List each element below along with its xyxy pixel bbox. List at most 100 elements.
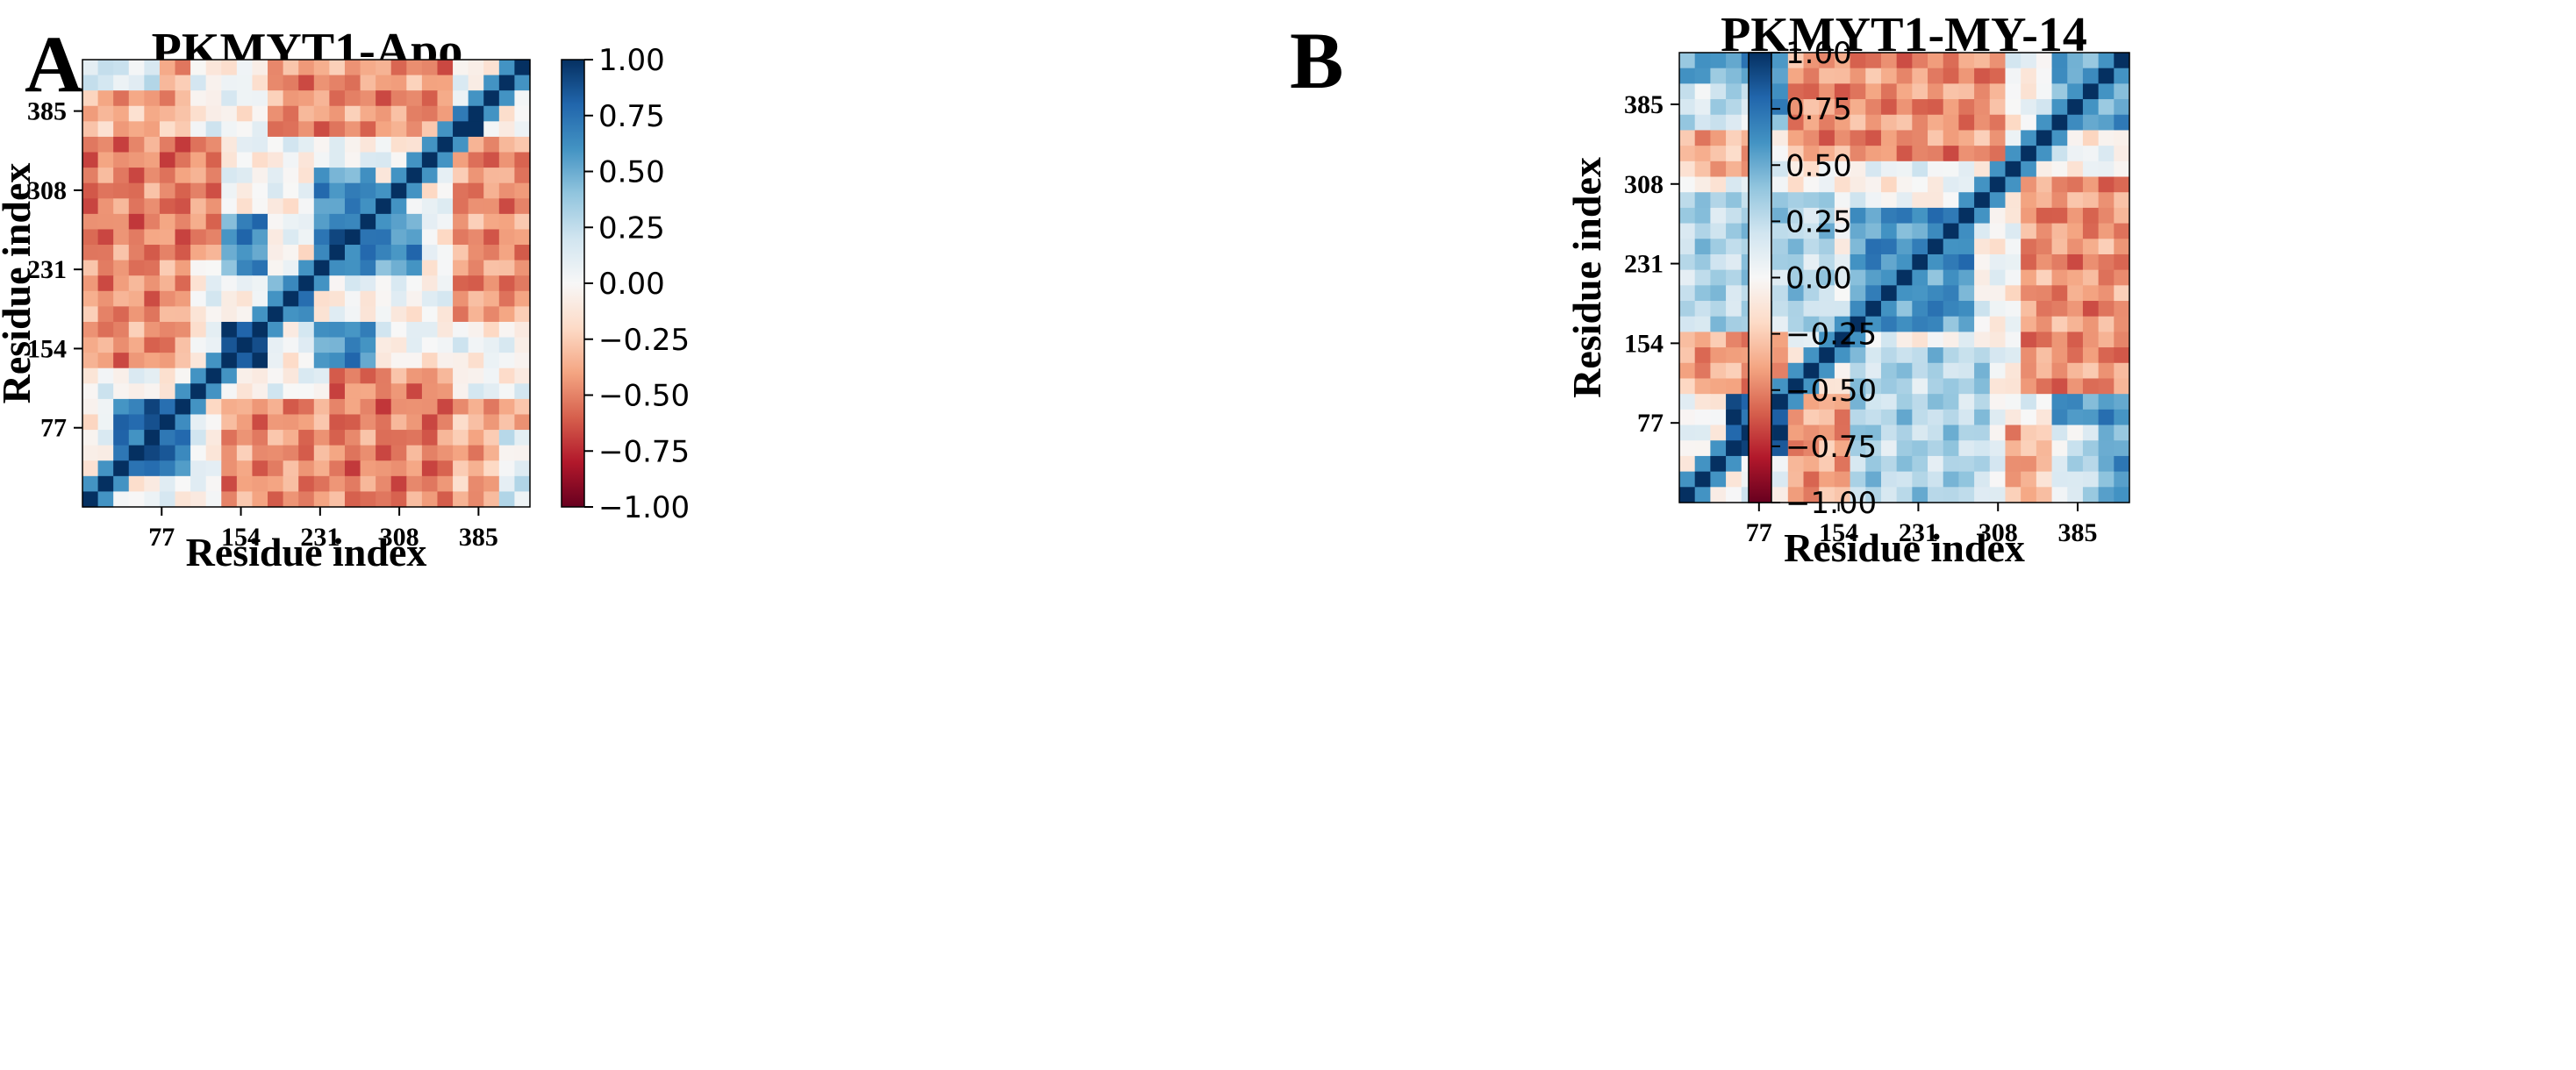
heatmap-cell xyxy=(159,182,176,199)
heatmap-cell xyxy=(298,491,315,508)
heatmap-cell xyxy=(406,290,423,307)
heatmap-cell xyxy=(82,90,99,107)
heatmap-cell xyxy=(283,353,299,369)
heatmap-cell xyxy=(1958,316,1975,333)
heatmap-cell xyxy=(2036,285,2053,302)
heatmap-cell xyxy=(514,460,531,477)
heatmap-cell xyxy=(483,90,500,107)
heatmap-cell xyxy=(1958,332,1975,348)
heatmap-cell xyxy=(313,275,330,292)
heatmap-cell xyxy=(498,445,516,461)
x-tick-label: 77 xyxy=(1746,518,1772,547)
heatmap-cell xyxy=(483,367,500,384)
heatmap-cell xyxy=(1928,455,1944,473)
heatmap-cell xyxy=(128,430,145,446)
heatmap-cell xyxy=(344,475,361,493)
heatmap-cell xyxy=(453,337,469,353)
heatmap-cell xyxy=(236,152,254,168)
heatmap-cell xyxy=(283,414,299,431)
heatmap-cell xyxy=(82,75,99,91)
heatmap-cell xyxy=(498,168,516,184)
heatmap-cell xyxy=(1694,269,1711,286)
heatmap-cell xyxy=(498,229,516,246)
heatmap-cell xyxy=(360,430,376,446)
heatmap-cell xyxy=(205,414,222,431)
heatmap-cell xyxy=(406,414,423,431)
heatmap-cell xyxy=(1912,487,1928,503)
heatmap-cell xyxy=(329,182,346,199)
heatmap-cell xyxy=(1974,68,1991,84)
heatmap-cell xyxy=(1880,424,1898,441)
heatmap-cell xyxy=(2082,207,2100,225)
heatmap-cell xyxy=(205,321,222,339)
heatmap-cell xyxy=(1819,114,1835,132)
heatmap-cell xyxy=(268,121,284,138)
heatmap-cell xyxy=(236,75,254,91)
heatmap-cell xyxy=(236,182,254,199)
heatmap-cell xyxy=(2067,269,2084,286)
heatmap-cell xyxy=(1850,192,1866,209)
heatmap-cell xyxy=(390,460,407,477)
heatmap-cell xyxy=(1787,332,1805,348)
heatmap-cell xyxy=(1974,114,1991,132)
heatmap-cell xyxy=(1694,394,1711,410)
heatmap-cell xyxy=(236,60,254,76)
heatmap-cell xyxy=(1943,285,1960,302)
heatmap-cell xyxy=(390,152,407,168)
heatmap-cell xyxy=(329,121,346,138)
heatmap-cell xyxy=(1694,192,1711,209)
heatmap-cell xyxy=(514,414,531,431)
heatmap-cell xyxy=(82,245,99,261)
heatmap-cell xyxy=(252,198,268,215)
heatmap-cell xyxy=(175,491,191,508)
heatmap-cell xyxy=(1850,455,1866,473)
heatmap-cell xyxy=(1726,409,1742,426)
heatmap-cell xyxy=(144,275,161,292)
heatmap-cell xyxy=(421,136,439,153)
heatmap-cell xyxy=(313,353,330,369)
heatmap-cell xyxy=(175,367,191,384)
heatmap-cell xyxy=(329,337,346,353)
heatmap-cell xyxy=(1974,285,1991,302)
heatmap-cell xyxy=(1803,424,1820,441)
heatmap-cell xyxy=(2114,130,2130,146)
heatmap-cell xyxy=(1834,378,1851,395)
heatmap-cell xyxy=(1850,160,1866,178)
heatmap-cell xyxy=(1865,378,1882,395)
heatmap-cell xyxy=(1974,146,1991,162)
colorbar-gradient-b xyxy=(1749,53,1771,503)
heatmap-cell xyxy=(190,383,207,400)
heatmap-cell xyxy=(1710,487,1727,503)
heatmap-cell xyxy=(113,430,130,446)
heatmap-cell xyxy=(268,475,284,493)
heatmap-cell xyxy=(406,245,423,261)
heatmap-cell xyxy=(205,105,222,122)
heatmap-cell xyxy=(283,367,299,384)
heatmap-cell xyxy=(283,90,299,107)
heatmap-cell xyxy=(390,383,407,400)
heatmap-cell xyxy=(2098,487,2114,503)
heatmap-cell xyxy=(376,306,392,323)
heatmap-cell xyxy=(498,460,516,477)
x-ticks-b: 77 154 231 308 385 xyxy=(1746,503,2098,547)
heatmap-cell xyxy=(1989,130,2007,146)
heatmap-cell xyxy=(1974,53,1991,69)
heatmap-cell xyxy=(205,290,222,307)
heatmap-cell xyxy=(113,491,130,508)
heatmap-cell xyxy=(175,75,191,91)
heatmap-cell xyxy=(128,90,145,107)
heatmap-cell xyxy=(1803,394,1820,410)
heatmap-cell xyxy=(390,90,407,107)
heatmap-cell xyxy=(2082,223,2100,239)
heatmap-cell xyxy=(514,306,531,323)
heatmap-cell xyxy=(498,353,516,369)
heatmap-cell xyxy=(1896,332,1913,348)
heatmap-cell xyxy=(221,198,238,215)
heatmap-cell xyxy=(1880,223,1898,239)
heatmap-cell xyxy=(1787,130,1805,146)
heatmap-cell xyxy=(2021,332,2037,348)
heatmap-cell xyxy=(1710,362,1727,380)
heatmap-cell xyxy=(421,321,439,339)
heatmap-cell xyxy=(1850,68,1866,84)
heatmap-cell xyxy=(329,306,346,323)
